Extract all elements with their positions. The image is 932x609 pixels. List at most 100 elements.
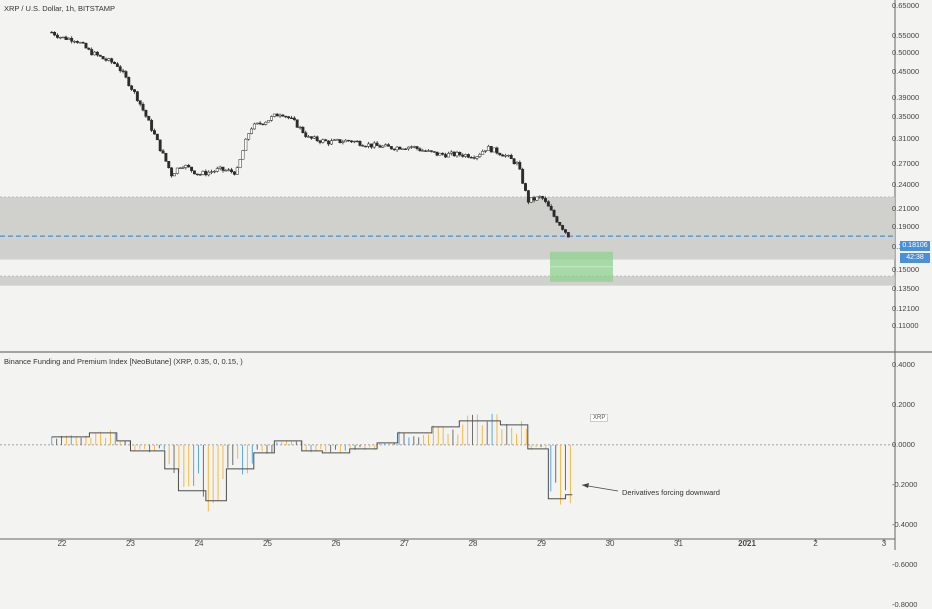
candle-body	[235, 167, 239, 175]
candle-body	[498, 152, 502, 156]
candle-body	[150, 120, 154, 131]
candle-body	[532, 197, 536, 201]
candle-body	[546, 201, 550, 207]
candle-body	[98, 54, 102, 57]
candle-body	[124, 71, 128, 78]
candle-body	[367, 143, 370, 147]
candle-body	[104, 58, 108, 61]
candle-body	[409, 146, 413, 148]
candle-body	[155, 133, 159, 141]
xrp-series-tag: XRP	[590, 414, 609, 422]
candle-body	[549, 206, 553, 211]
candle-body	[275, 113, 279, 117]
candle-body	[369, 143, 373, 148]
price-tick-label: 0.19000	[892, 222, 920, 232]
background	[0, 0, 932, 550]
candle-body	[538, 196, 542, 198]
candle-body	[58, 37, 62, 39]
candle-body	[270, 116, 273, 121]
candle-body	[284, 115, 288, 118]
candle-body	[444, 154, 448, 158]
candle-body	[427, 150, 430, 152]
candle-body	[198, 174, 202, 176]
time-tick-label: 28	[468, 539, 478, 548]
time-tick-label: 31	[674, 539, 683, 548]
candle-body	[555, 216, 559, 223]
candle-body	[489, 146, 493, 153]
candle-body	[138, 100, 142, 105]
candle-body	[321, 139, 325, 143]
chart-canvas[interactable]	[0, 0, 932, 550]
candle-body	[492, 147, 496, 153]
candle-body	[481, 151, 485, 155]
candle-body	[364, 145, 368, 148]
candle-body	[238, 159, 242, 168]
candle-body	[93, 51, 96, 56]
candle-body	[244, 138, 248, 151]
last-price-badge: 0.18106	[900, 241, 930, 251]
candle-body	[341, 141, 345, 143]
candle-body	[312, 136, 316, 139]
candle-body	[298, 126, 302, 129]
candle-body	[421, 150, 425, 152]
candle-body	[67, 37, 71, 40]
annotation-text: Derivatives forcing downward	[622, 488, 720, 497]
premium-step-line	[51, 420, 573, 502]
candle-body	[61, 36, 65, 39]
candle-body	[329, 140, 333, 145]
candle-body	[121, 70, 125, 72]
candle-body	[438, 152, 442, 156]
candle-body	[133, 89, 136, 92]
candle-body	[529, 197, 533, 203]
candle-body	[212, 171, 216, 173]
candle-body	[552, 209, 556, 217]
candle-body	[461, 154, 465, 157]
candle-body	[227, 169, 231, 171]
candle-body	[90, 49, 94, 56]
candle-body	[524, 183, 527, 191]
candle-body	[395, 146, 399, 151]
candle-body	[187, 164, 191, 168]
candle-body	[449, 151, 453, 154]
annotation-arrowhead	[582, 483, 589, 488]
candle-body	[258, 122, 262, 125]
candle-body	[415, 146, 419, 149]
candle-body	[338, 139, 342, 143]
candle-body	[452, 151, 456, 157]
candle-body	[78, 42, 82, 44]
time-tick-label: 23	[126, 539, 135, 548]
price-tick-label: 0.24000	[892, 180, 920, 190]
candle-body	[389, 146, 393, 150]
candle-body	[173, 173, 176, 177]
candle-body	[429, 150, 433, 152]
candle-body	[55, 34, 59, 38]
candle-body	[407, 146, 410, 150]
candle-body	[307, 136, 311, 138]
candle-body	[344, 139, 348, 143]
indicator-tick-label: 0.4000	[892, 360, 915, 369]
price-tick-label: 0.50000	[892, 48, 920, 58]
price-tick-label: 0.45000	[892, 67, 920, 77]
price-tick-label: 0.39000	[892, 92, 920, 102]
candle-body	[535, 196, 539, 201]
candle-body	[215, 168, 219, 172]
candle-body	[190, 166, 194, 171]
time-tick-label: 25	[263, 539, 272, 548]
price-tick-label: 0.13500	[892, 283, 920, 293]
candle-body	[310, 136, 313, 139]
candle-body	[135, 91, 139, 101]
candle-body	[218, 166, 222, 169]
candle-body	[327, 140, 331, 145]
indicator-tick-label: -0.2000	[892, 479, 918, 489]
candle-body	[441, 152, 445, 155]
candle-body	[558, 222, 562, 226]
countdown-badge: 42:38	[900, 253, 930, 263]
candle-body	[486, 146, 490, 151]
candle-body	[247, 133, 251, 140]
candle-body	[501, 154, 505, 157]
candle-body	[335, 139, 339, 141]
candle-body	[127, 76, 131, 87]
price-tick-label: 0.55000	[892, 31, 920, 41]
candle-body	[304, 132, 308, 137]
candle-body	[118, 66, 122, 72]
